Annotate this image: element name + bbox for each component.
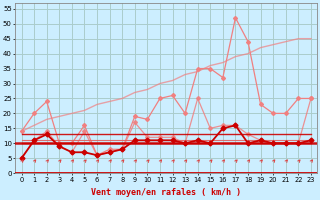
X-axis label: Vent moyen/en rafales ( km/h ): Vent moyen/en rafales ( km/h ) [91,188,241,197]
